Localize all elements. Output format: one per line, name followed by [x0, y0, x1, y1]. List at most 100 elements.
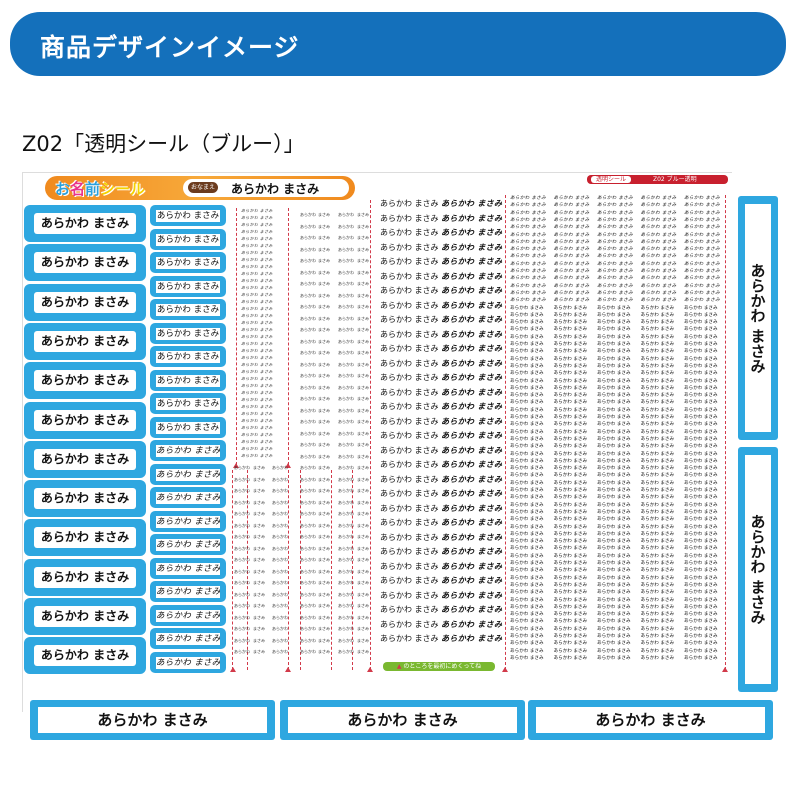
- tiny-name-label: まさみ: [318, 511, 330, 516]
- product-title: Z02「透明シール（ブルー）」: [22, 132, 305, 156]
- tiny-name-label: あらかわ: [338, 396, 354, 401]
- small-name-label: あらかわ まさみ: [597, 546, 631, 552]
- medium-name-label: あらかわ まさみ: [150, 510, 226, 532]
- small-name-label: あらかわ まさみ: [510, 356, 544, 362]
- small-name-label: あらかわ まさみ: [510, 509, 544, 515]
- tiny-name-label: まさみ: [357, 534, 369, 539]
- tiny-name-label: まさみ: [357, 430, 369, 436]
- small-name-label: あらかわ まさみ: [510, 290, 547, 296]
- tiny-name-label: あらかわ まさみ: [241, 439, 273, 444]
- tiny-name-label: まさみ: [253, 591, 265, 597]
- label-name: あらかわ まさみ: [380, 489, 439, 498]
- small-name-label: あらかわ まさみ: [553, 524, 588, 530]
- small-name-label: あらかわ まさみ: [684, 371, 718, 377]
- tiny-name-label: あらかわ まさみ: [241, 411, 273, 416]
- tiny-name-label: あらかわ: [338, 534, 354, 539]
- tiny-name-label: まさみ: [318, 626, 330, 631]
- small-name-label: あらかわ まさみ: [553, 517, 588, 523]
- small-name-label: あらかわ まさみ: [553, 349, 588, 355]
- tiny-name-label: まさみ: [357, 453, 369, 459]
- label-name: あらかわ まさみ: [156, 374, 220, 387]
- tiny-name-label: あらかわ まさみ: [241, 369, 273, 374]
- small-name-label: あらかわ まさみ: [640, 539, 675, 545]
- tiny-name-label: まさみ: [357, 407, 369, 413]
- small-name-label: あらかわ まさみ: [510, 466, 544, 472]
- cut-line: [505, 195, 506, 670]
- tiny-name-label: あらかわ: [338, 453, 354, 459]
- small-name-label: あらかわ まさみ: [597, 283, 634, 289]
- label-name: あらかわ まさみ: [380, 431, 439, 440]
- tiny-name-label: あらかわ: [338, 269, 354, 275]
- triangle-up-icon: [722, 667, 728, 672]
- name-label-row: あらかわ まさみ あらかわ まさみ: [380, 474, 502, 485]
- tiny-name-label: あらかわ: [234, 522, 250, 528]
- tiny-name-label: まさみ: [318, 258, 330, 263]
- label-name: あらかわ まさみ: [156, 257, 220, 269]
- small-name-label: あらかわ まさみ: [553, 334, 588, 340]
- label-name: あらかわ まさみ: [380, 271, 439, 281]
- small-name-label: あらかわ まさみ: [553, 568, 588, 574]
- tiny-name-label: あらかわ: [234, 534, 250, 539]
- tiny-name-label: あらかわ: [234, 476, 250, 482]
- label-name: あらかわ まさみ: [156, 492, 220, 504]
- tiny-name-label: まさみ: [318, 603, 330, 608]
- small-name-label: あらかわ まさみ: [553, 225, 590, 231]
- tiny-name-label: あらかわ: [300, 338, 316, 344]
- tiny-name-label: あらかわ: [338, 315, 354, 321]
- tiny-name-label: あらかわ: [234, 465, 250, 470]
- tiny-name-label: あらかわ まさみ: [241, 418, 273, 423]
- tiny-name-label: あらかわ: [338, 568, 354, 574]
- small-name-label: あらかわ まさみ: [553, 466, 588, 472]
- small-name-label: あらかわ まさみ: [684, 378, 718, 384]
- small-name-label: あらかわ まさみ: [553, 626, 588, 632]
- tiny-name-label: あらかわ: [300, 488, 316, 493]
- small-name-label: あらかわ まさみ: [510, 517, 544, 523]
- vertical-label: あらかわ まさみ: [738, 196, 778, 440]
- tiny-name-label: まさみ: [357, 545, 369, 551]
- tiny-name-label: まさみ: [253, 603, 265, 608]
- tiny-name-label: あらかわ まさみ: [241, 446, 273, 451]
- small-name-label: あらかわ まさみ: [510, 320, 544, 326]
- small-name-label: あらかわ まさみ: [597, 305, 631, 311]
- small-name-label: あらかわ まさみ: [597, 400, 631, 406]
- tiny-name-label: まさみ: [253, 476, 265, 482]
- small-name-label: あらかわ まさみ: [640, 393, 675, 399]
- small-name-label: あらかわ まさみ: [510, 436, 544, 442]
- small-name-label: あらかわ まさみ: [553, 590, 588, 596]
- label-name-script: あらかわ まさみ: [441, 257, 503, 266]
- name-label-row: あらかわ まさみ あらかわ まさみ: [380, 604, 502, 615]
- small-name-label: あらかわ まさみ: [510, 590, 544, 596]
- small-name-label: あらかわ まさみ: [640, 342, 675, 347]
- small-name-label: あらかわ まさみ: [510, 604, 544, 610]
- small-name-label: あらかわ まさみ: [553, 196, 590, 201]
- tiny-name-label: あらかわ: [300, 591, 316, 597]
- medium-name-label: あらかわ まさみ: [150, 604, 226, 626]
- small-name-label: あらかわ まさみ: [510, 269, 547, 274]
- small-name-label: あらかわ まさみ: [684, 648, 718, 654]
- tiny-name-label: あらかわ: [338, 522, 354, 528]
- tiny-name-label: まさみ: [357, 338, 369, 344]
- small-name-label: あらかわ まさみ: [640, 283, 677, 289]
- small-name-label: あらかわ まさみ: [597, 626, 631, 632]
- label-name: あらかわ まさみ: [156, 609, 220, 622]
- tiny-name-label: あらかわ まさみ: [241, 215, 273, 220]
- small-name-label: あらかわ まさみ: [597, 327, 631, 333]
- tiny-name-label: まさみ: [318, 591, 330, 597]
- small-name-label: あらかわ まさみ: [684, 612, 718, 618]
- small-name-label: あらかわ まさみ: [640, 517, 675, 523]
- tiny-name-label: あらかわ: [300, 396, 316, 401]
- small-name-label: あらかわ まさみ: [640, 553, 675, 559]
- small-name-label: あらかわ まさみ: [597, 458, 631, 464]
- small-name-label: あらかわ まさみ: [553, 342, 588, 347]
- small-name-label: あらかわ まさみ: [553, 400, 588, 406]
- large-name-label: あらかわ まさみ: [24, 637, 146, 675]
- small-name-label: あらかわ まさみ: [597, 217, 634, 223]
- label-name: あらかわ まさみ: [380, 344, 439, 353]
- small-name-label: あらかわ まさみ: [553, 553, 588, 559]
- small-name-label: あらかわ まさみ: [553, 232, 590, 238]
- tiny-name-label: あらかわ: [300, 534, 316, 539]
- tiny-name-label: あらかわ: [338, 626, 354, 631]
- medium-name-label: あらかわ まさみ: [150, 557, 226, 579]
- large-name-label: あらかわ まさみ: [24, 205, 146, 242]
- large-name-label: あらかわ まさみ: [24, 480, 146, 518]
